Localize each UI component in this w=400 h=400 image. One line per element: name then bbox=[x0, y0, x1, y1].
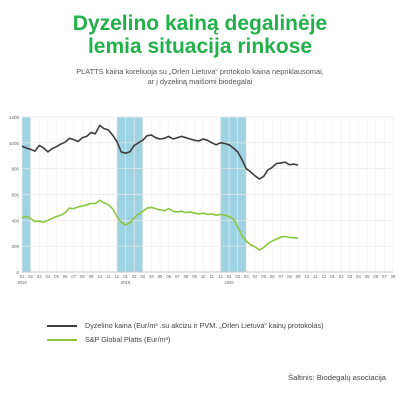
x-tick-label-12: 01 bbox=[123, 274, 128, 279]
legend-label-platts: S&P Global Platts (Eur/m³) bbox=[85, 335, 171, 344]
x-tick-label-34: 11 bbox=[313, 274, 318, 279]
legend-label-diesel: Dyzelino kaina (Eur/m³ .su akcizu ir PVM… bbox=[85, 321, 324, 330]
subtitle-line-2: ar į dyzeliną maišomi biodegalai bbox=[147, 77, 253, 86]
y-tick-label-600: 600 bbox=[11, 193, 19, 198]
x-tick-label-39: 04 bbox=[356, 274, 361, 279]
x-tick-label-22: 11 bbox=[210, 274, 215, 279]
x-tick-label-7: 08 bbox=[80, 274, 85, 279]
x-tick-label-11: 12 bbox=[115, 274, 120, 279]
y-tick-label-800: 800 bbox=[11, 167, 19, 172]
x-tick-label-29: 06 bbox=[270, 274, 275, 279]
x-tick-label-35: 12 bbox=[322, 274, 327, 279]
x-tick-label-3: 04 bbox=[46, 274, 51, 279]
title-line-1: Dyzelino kainą degalinėje bbox=[72, 12, 328, 35]
x-tick-label-15: 04 bbox=[149, 274, 154, 279]
x-tick-label-31: 08 bbox=[287, 274, 292, 279]
source-note: Šaltinis: Biodegalų asociacija bbox=[288, 373, 386, 382]
title-line-2: lemia situacija rinkose bbox=[87, 35, 313, 58]
year-label-2020: 2020 bbox=[224, 280, 234, 285]
x-tick-label-14: 03 bbox=[140, 274, 145, 279]
x-tick-label-18: 07 bbox=[175, 274, 180, 279]
year-label-2019: 2019 bbox=[121, 280, 131, 285]
series-line-1 bbox=[21, 124, 299, 180]
x-tick-label-25: 02 bbox=[235, 274, 240, 279]
x-tick-label-24: 01 bbox=[227, 274, 232, 279]
x-tick-label-8: 09 bbox=[89, 274, 94, 279]
y-tick-label-0: 0 bbox=[16, 270, 19, 275]
x-tick-label-10: 11 bbox=[106, 274, 111, 279]
x-tick-label-23: 12 bbox=[218, 274, 223, 279]
x-tick-label-17: 06 bbox=[166, 274, 171, 279]
x-tick-label-27: 04 bbox=[253, 274, 258, 279]
y-tick-label-400: 400 bbox=[11, 218, 19, 223]
x-tick-label-43: 08 bbox=[391, 274, 396, 279]
x-tick-label-30: 07 bbox=[279, 274, 284, 279]
year-label-2018: 2018 bbox=[17, 280, 27, 285]
x-tick-label-5: 06 bbox=[63, 274, 68, 279]
x-tick-label-0: 01 bbox=[20, 274, 25, 279]
subtitle-line-1: PLATTS kaina koreliuoja su „Orlen Lietuv… bbox=[76, 67, 324, 76]
series-line-2 bbox=[21, 199, 299, 251]
x-tick-label-6: 07 bbox=[71, 274, 76, 279]
x-tick-label-21: 10 bbox=[201, 274, 206, 279]
x-tick-label-37: 02 bbox=[339, 274, 344, 279]
x-tick-label-26: 03 bbox=[244, 274, 249, 279]
x-tick-label-32: 09 bbox=[296, 274, 301, 279]
y-tick-label-1000: 1000 bbox=[9, 141, 20, 146]
x-tick-label-42: 07 bbox=[382, 274, 387, 279]
y-tick-label-200: 200 bbox=[11, 244, 19, 249]
x-tick-label-38: 03 bbox=[348, 274, 353, 279]
chart-title: Dyzelino kainą degalinėje lemia situacij… bbox=[0, 12, 400, 58]
x-tick-label-2: 03 bbox=[37, 274, 42, 279]
x-tick-label-13: 02 bbox=[132, 274, 137, 279]
x-tick-label-33: 10 bbox=[304, 274, 309, 279]
x-tick-label-36: 01 bbox=[330, 274, 335, 279]
chart-subtitle: PLATTS kaina koreliuoja su „Orlen Lietuv… bbox=[0, 67, 400, 87]
y-tick-label-1200: 1200 bbox=[9, 115, 20, 120]
x-tick-label-28: 05 bbox=[261, 274, 266, 279]
x-tick-label-20: 09 bbox=[192, 274, 197, 279]
x-tick-label-16: 05 bbox=[158, 274, 163, 279]
x-tick-label-41: 06 bbox=[373, 274, 378, 279]
legend-swatch-platts bbox=[47, 339, 77, 341]
x-tick-label-4: 05 bbox=[54, 274, 59, 279]
x-tick-label-40: 05 bbox=[365, 274, 370, 279]
x-tick-label-1: 02 bbox=[28, 274, 33, 279]
legend-swatch-diesel bbox=[47, 325, 77, 327]
x-tick-label-19: 08 bbox=[184, 274, 189, 279]
x-tick-label-9: 10 bbox=[97, 274, 102, 279]
